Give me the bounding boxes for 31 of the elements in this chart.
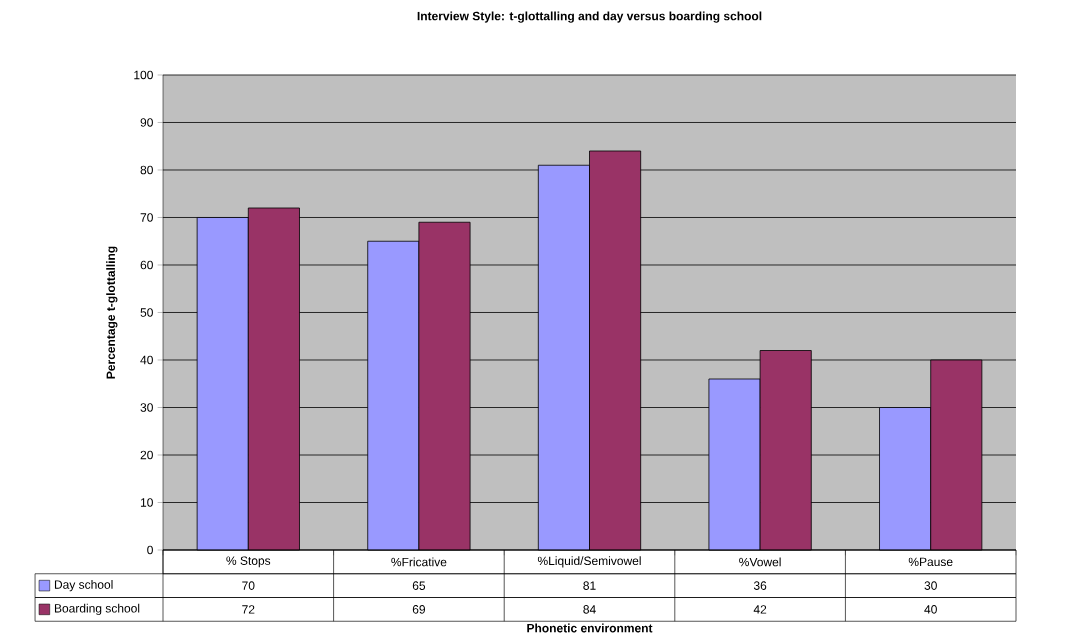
data-label: 36 — [753, 581, 767, 590]
data-label: 30 — [924, 581, 937, 590]
x-tick-label: %Vowel — [739, 557, 781, 567]
data-label: 65 — [412, 581, 426, 590]
legend-label: Boarding school — [54, 603, 140, 615]
x-tick-label: %Liquid/Semivowel — [537, 556, 641, 568]
y-tick-label: 90 — [140, 118, 153, 127]
y-tick-label: 20 — [140, 450, 153, 460]
y-tick-label: 60 — [140, 260, 153, 270]
chart-title: Interview Style: t-glottalling and day versus boarding school — [417, 11, 762, 23]
x-axis-title: Phonetic environment — [527, 623, 653, 633]
y-axis-title: Percentage t-glottalling — [106, 246, 118, 379]
data-label: 42 — [753, 605, 767, 614]
data-label: 40 — [924, 605, 937, 614]
data-label: 84 — [583, 605, 596, 614]
y-tick-label: 80 — [140, 165, 153, 175]
x-tick-label: %Fricative — [391, 557, 447, 567]
data-label: 72 — [242, 605, 255, 614]
data-label: 81 — [583, 581, 596, 590]
legend-label: Day school — [54, 580, 113, 592]
y-tick-label: 30 — [140, 403, 153, 412]
data-label: 70 — [242, 581, 255, 590]
y-tick-label: 10 — [140, 498, 153, 507]
y-tick-label: 0 — [147, 545, 153, 555]
y-tick-label: 50 — [140, 308, 153, 317]
x-tick-label: %Pause — [908, 557, 953, 567]
y-tick-label: 40 — [140, 355, 153, 365]
x-tick-label: % Stops — [226, 556, 271, 568]
data-label: 69 — [412, 605, 426, 614]
y-tick-label: 70 — [140, 213, 153, 222]
y-tick-label: 100 — [134, 70, 153, 80]
